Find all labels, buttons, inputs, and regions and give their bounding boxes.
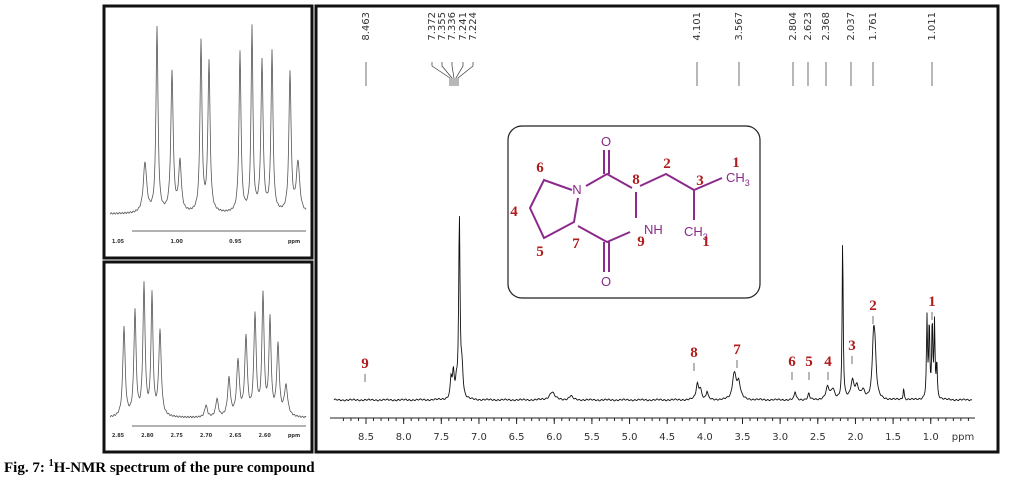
position-number: 2 [663,156,671,172]
peak-leader [441,62,453,86]
inset-frame [102,260,314,454]
inset-tick-label: 2.85 [112,433,125,439]
peak-shift-label: 8.463 [361,12,372,41]
inset-tick-label: 2.70 [200,433,213,439]
group-text: CH [726,170,745,185]
inset-tick-label: 2.60 [258,433,271,439]
peak-assignment: 4 [824,354,832,370]
inset-tick-label: 2.75 [170,433,183,439]
caption-text: H-NMR spectrum of the pure compound [54,460,316,476]
group-subscript: 3 [703,232,708,242]
position-number: 5 [536,244,544,260]
x-tick-label: 2.0 [847,432,863,443]
peak-assignment: 2 [869,298,877,314]
peak-assignment: 3 [848,338,856,354]
inset-tick-label: ppm [288,239,300,245]
x-tick-label: 4.0 [697,432,713,443]
peak-leader [457,62,474,86]
position-number: 6 [536,160,544,176]
peak-assignment: 8 [690,345,698,361]
structure-bonds [528,150,723,272]
x-tick-label: 8.5 [358,432,374,443]
x-tick-label: 6.0 [546,432,562,443]
peak-assignment: 6 [788,354,796,370]
x-tick-label: 1.5 [885,432,901,443]
peak-shift-label: 2.804 [788,12,799,41]
group-label: NH [644,222,663,237]
spectrum-trace [333,216,973,402]
peak-leader [431,62,451,86]
group-label: CH3 [726,170,750,188]
peak-assignment: 9 [361,356,369,372]
x-tick-label: 6.5 [509,432,525,443]
peak-shift-label: 1.761 [868,12,879,41]
x-tick-label: 1.0 [923,432,939,443]
peak-assignment: 7 [733,342,741,358]
caption: Fig. 7: 1H-NMR spectrum of the pure comp… [4,458,315,476]
x-tick-label: 3.0 [772,432,788,443]
peak-shift-label: 1.011 [927,12,938,41]
peak-shift-label: 7.224 [468,12,479,41]
peak-shift-label: 4.101 [692,12,703,41]
position-number: 7 [572,236,580,252]
peak-shift-label: 2.623 [803,12,814,41]
atom-label: N [572,182,581,197]
peak-shift-label: 7.372 [427,12,438,41]
x-tick-label: 5.5 [584,432,600,443]
inset-trace [109,24,307,215]
atom-label: O [601,134,611,149]
structure-box [507,125,761,299]
peak-shift-label: 3.567 [734,12,745,41]
group-text: CH [684,224,703,239]
peak-leader [455,62,464,86]
position-number: 8 [632,172,640,188]
inset-tick-label: ppm [288,433,300,439]
inset-tick-label: 0.95 [229,239,242,245]
x-tick-label: 7.0 [471,432,487,443]
x-tick-label: 2.5 [810,432,826,443]
position-number: 3 [696,173,704,189]
x-tick-label: 7.5 [433,432,449,443]
peak-shift-label: 7.355 [437,12,448,41]
x-tick-label: 8.0 [396,432,412,443]
peak-shift-label: 7.336 [447,12,458,41]
inset-tick-label: 2.80 [141,433,154,439]
position-number: 4 [510,204,518,220]
x-axis-unit: ppm [952,432,974,443]
peak-leader [451,62,455,86]
x-tick-label: 5.0 [622,432,638,443]
peak-shift-label: 7.241 [458,12,469,41]
x-tick-label: 3.5 [735,432,751,443]
inset-tick-label: 1.00 [170,239,183,245]
position-number: 9 [637,234,645,250]
inset-tick-label: 1.05 [112,239,125,245]
group-label: CH3 [684,224,708,242]
peak-shift-label: 2.037 [846,12,857,41]
peak-shift-label: 2.368 [821,12,832,41]
position-number: 1 [732,155,740,171]
x-tick-label: 4.5 [659,432,675,443]
group-subscript: 3 [745,178,750,188]
peak-assignment: 1 [928,294,936,310]
peak-assignment: 5 [805,354,813,370]
inset-tick-label: 2.65 [229,433,242,439]
caption-prefix: Fig. 7: [4,460,49,476]
group-text: NH [644,222,663,237]
position-number: 1 [702,234,710,250]
atom-label: O [601,274,611,289]
caption-superscript: 1 [49,458,54,469]
inset-trace [109,281,307,419]
